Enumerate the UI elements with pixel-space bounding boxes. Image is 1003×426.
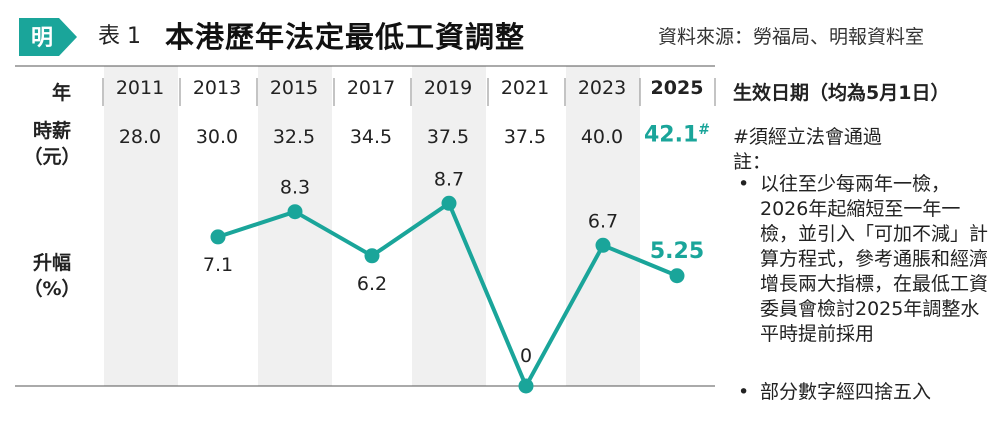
year-cell-highlight: 2025 [650, 77, 704, 99]
rise-point-label: 7.1 [203, 254, 233, 276]
wage-row-label-line1: 時薪 [32, 120, 71, 142]
rise-point-labels: 7.1 8.3 6.2 8.7 0 6.7 5.25 [203, 168, 704, 367]
rise-point-label: 6.7 [588, 210, 618, 232]
rise-point [287, 204, 303, 220]
year-cell: 2017 [346, 77, 396, 99]
page-title: 本港歷年法定最低工資調整 [165, 20, 526, 54]
column-band [566, 66, 640, 386]
wage-2025-value: 42.1 [643, 122, 699, 148]
logo-arrow-shape [19, 18, 77, 56]
wage-cell: 32.5 [272, 126, 316, 148]
rise-point-label: 8.3 [280, 177, 310, 199]
rise-point-label: 5.25 [650, 239, 704, 264]
logo-char: 明 [31, 26, 53, 51]
year-cell: 2023 [577, 77, 627, 99]
rise-point [210, 229, 226, 245]
hash-footnote: #須經立法會通過 [733, 126, 882, 148]
rise-point-label: 6.2 [357, 273, 387, 295]
year-cell: 2013 [192, 77, 242, 99]
rise-row-label-line2: （%） [23, 278, 81, 300]
column-band [412, 66, 486, 386]
rise-point [441, 195, 457, 211]
column-band [104, 66, 178, 386]
wage-cell: 34.5 [349, 126, 393, 148]
rise-point-label: 8.7 [434, 168, 464, 190]
wage-cell: 37.5 [426, 126, 470, 148]
wage-cell: 40.0 [580, 126, 624, 148]
wage-cell: 28.0 [118, 126, 162, 148]
bullet-icon: • [738, 381, 750, 403]
remark-item: • 部分數字經四捨五入 [738, 380, 992, 405]
effective-date-heading: 生效日期（均為5月1日） [733, 82, 950, 104]
wage-row-label: 時薪 （元） [22, 118, 82, 170]
column-backgrounds [104, 66, 640, 386]
year-row-label: 年 [52, 82, 72, 104]
year-cell: 2015 [269, 77, 319, 99]
rise-points [210, 195, 685, 394]
bullet-icon: • [738, 173, 750, 195]
rise-row-label: 升幅 （%） [22, 250, 82, 302]
remark-text: 部分數字經四捨五入 [760, 381, 932, 403]
year-cell: 2011 [115, 77, 165, 99]
year-cell: 2019 [423, 77, 473, 99]
column-separators [102, 78, 716, 106]
remark-item: • 以往至少每兩年一檢，2026年起縮短至一年一檢，並引入「可加不減」計算方程式… [738, 172, 992, 347]
source-note: 資料來源：勞福局、明報資料室 [658, 26, 925, 48]
rise-point [518, 378, 534, 394]
year-cell: 2021 [500, 77, 550, 99]
remarks-title: 註： [733, 151, 772, 173]
rise-row-label-line1: 升幅 [32, 252, 71, 274]
remark-text: 以往至少每兩年一檢，2026年起縮短至一年一檢，並引入「可加不減」計算方程式，參… [760, 173, 989, 345]
wage-2025-mark: # [698, 122, 710, 138]
wage-cell-highlight: 42.1# [640, 122, 714, 147]
rise-point-label: 0 [520, 345, 532, 367]
rise-point [669, 268, 685, 284]
table-number: 表 1 [98, 24, 141, 49]
wage-cell: 30.0 [195, 126, 239, 148]
wage-row-label-line2: （元） [23, 146, 81, 168]
newspaper-logo: 明 [19, 18, 77, 56]
rise-point [364, 248, 380, 264]
rise-point [595, 237, 611, 253]
wage-cell: 37.5 [503, 126, 547, 148]
